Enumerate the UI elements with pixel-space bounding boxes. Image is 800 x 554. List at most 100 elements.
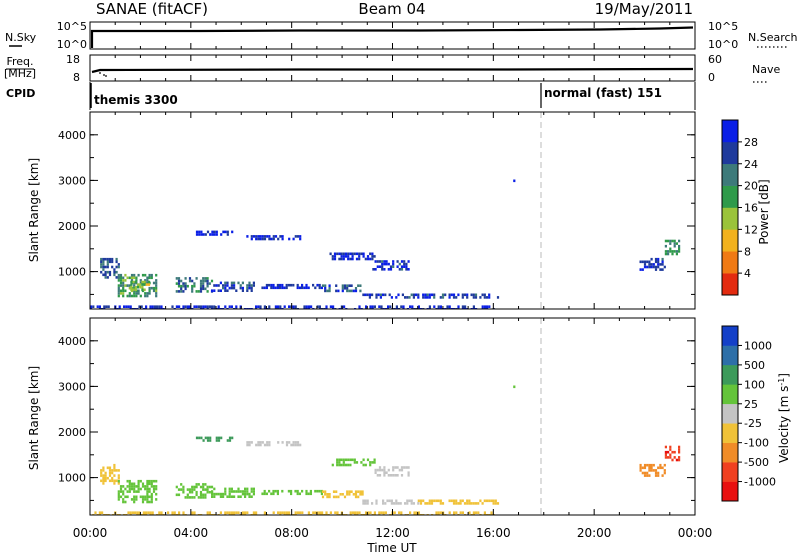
freq-label: Freq. (6, 55, 33, 68)
power-echo-cell (217, 305, 220, 308)
power-echo-cell (241, 286, 244, 290)
vel-echo-cell (661, 466, 664, 470)
power-echo-cell (405, 265, 408, 268)
vel-echo-cell (453, 511, 456, 514)
power-echo-cell (279, 286, 282, 290)
vel-echo-cell (336, 458, 339, 462)
vel-echo-cell (288, 441, 291, 444)
power-echo-cell (277, 237, 280, 241)
power-echo-cell (213, 305, 216, 308)
vel-echo-cell (659, 463, 662, 467)
power-echo-cell (204, 287, 207, 291)
power-echo-cell (270, 283, 273, 287)
power-echo-cell (374, 268, 377, 271)
power-colorbar-label: Power [dB] (757, 179, 771, 244)
vel-echo-cell (392, 474, 395, 477)
vel-echo-cell (146, 500, 149, 504)
power-echo-cell (472, 296, 475, 299)
vel-echo-cell (650, 463, 653, 467)
power-echo-cell (673, 244, 676, 248)
vel-echo-cell (395, 502, 398, 505)
vel-echo-cell (276, 492, 279, 496)
vel-echo-cell (287, 489, 290, 493)
power-echo-cell (652, 263, 655, 266)
power-echo-cell (259, 237, 262, 241)
power-echo-cell (488, 293, 491, 297)
vel-echo-cell (104, 476, 107, 480)
vel-echo-cell (150, 498, 153, 501)
vel-echo-cell (643, 463, 647, 467)
vel-echo-cell (102, 482, 105, 485)
vel-echo-cell (407, 474, 410, 477)
vel-echo-cell (477, 502, 480, 505)
power-echo-cell (146, 279, 149, 282)
power-echo-cell (364, 257, 367, 261)
power-echo-cell (461, 305, 464, 308)
power-echo-cell (441, 293, 445, 297)
vel-echo-cell (268, 443, 271, 447)
vel-echo-cell (355, 461, 359, 464)
vel-echo-cell (285, 443, 289, 447)
power-echo-cell (648, 260, 651, 264)
power-echo-cell (483, 305, 486, 308)
vel-echo-cell (246, 441, 249, 444)
power-echo-cell (250, 284, 253, 287)
power-echo-cell (182, 284, 185, 288)
vel-colorbar-swatch (722, 462, 738, 482)
vel-echo-cell (400, 474, 404, 477)
power-echo-cell (650, 257, 653, 261)
vel-echo-cell (98, 511, 101, 514)
vel-echo-cell (675, 458, 678, 462)
power-echo-cell (288, 237, 291, 241)
vel-echo-cell (316, 489, 319, 493)
power-echo-cell (193, 282, 196, 285)
vel-echo-cell (366, 502, 369, 505)
vel-echo-cell (104, 474, 107, 477)
vel-echo-cell (274, 489, 277, 493)
power-echo-cell (139, 283, 142, 286)
power-echo-cell (219, 289, 222, 292)
vel-echo-cell (259, 443, 262, 447)
vel-echo-cell (266, 443, 269, 447)
power-echo-cell (177, 277, 181, 280)
vel-echo-cell (115, 469, 118, 472)
power-echo-cell (396, 260, 399, 263)
cpid-mode-1: themis 3300 (94, 93, 178, 107)
vel-echo-region (117, 479, 158, 504)
vel-echo-cell (678, 456, 681, 459)
power-echo-cell (303, 286, 306, 290)
power-echo-cell (667, 250, 670, 253)
power-echo-cell (132, 280, 135, 284)
power-echo-cell (272, 283, 275, 287)
vel-echo-cell (324, 490, 327, 493)
vel-echo-cell (117, 474, 120, 477)
power-echo-cell (678, 244, 681, 248)
power-echo-cell (237, 281, 240, 285)
vel-echo-cell (195, 493, 198, 497)
vel-echo-cell (117, 479, 120, 483)
power-echo-cell (119, 292, 123, 295)
power-colorbar-tick-label: 24 (744, 158, 758, 171)
power-echo-cell (255, 305, 258, 308)
vel-echo-cell (133, 482, 136, 486)
power-echo-cell (667, 252, 670, 256)
power-echo-cell (342, 252, 345, 256)
power-echo-cell (281, 237, 284, 241)
vel-echo-cell (272, 489, 275, 493)
vel-echo-cell (285, 511, 288, 514)
velocity-panel: 4000 3000 2000 1000 Slant Range [km] 1000 50… (27, 317, 791, 516)
vel-echo-cell (152, 487, 156, 491)
power-echo-cell (241, 289, 244, 292)
power-echo-cell (450, 293, 453, 297)
vel-echo-cell (405, 466, 408, 469)
power-colorbar-tick-label: 4 (744, 267, 751, 280)
power-echo-cell (248, 281, 251, 285)
vel-echo-cell (673, 456, 676, 459)
power-echo-cell (177, 282, 181, 285)
vel-echo-cell (122, 490, 125, 493)
vel-echo-cell (200, 436, 203, 440)
power-colorbar-tick-label: 28 (744, 136, 758, 149)
vel-echo-cell (255, 511, 258, 514)
vel-colorbar-tick-label: -500 (744, 456, 769, 469)
vel-echo-cell (468, 511, 471, 514)
